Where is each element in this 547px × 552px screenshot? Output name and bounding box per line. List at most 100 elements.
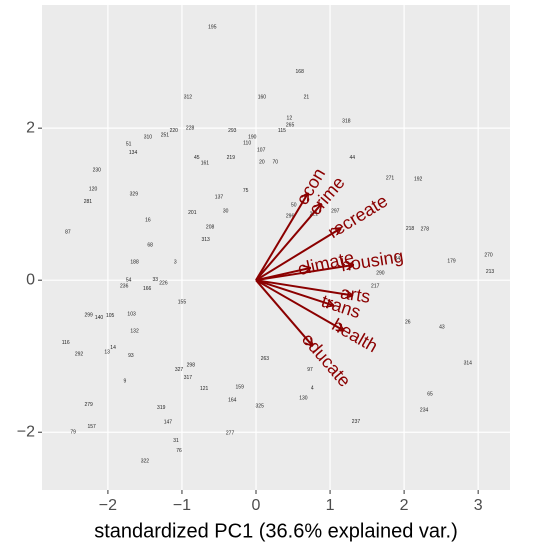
observation-label: 237 <box>352 419 361 425</box>
observation-label: 317 <box>184 375 193 381</box>
x-tick-label: 1 <box>326 497 335 514</box>
observation-label: 281 <box>84 199 93 205</box>
observation-label: 120 <box>89 186 98 192</box>
observation-label: 110 <box>243 141 251 147</box>
observation-label: 130 <box>299 395 308 401</box>
observation-label: 192 <box>414 176 423 182</box>
observation-label: 76 <box>176 448 182 454</box>
observation-label: 103 <box>127 312 136 318</box>
observation-label: 161 <box>201 160 210 166</box>
observation-label: 9 <box>124 379 127 385</box>
observation-label: 14 <box>110 345 116 351</box>
observation-label: 75 <box>243 188 249 194</box>
observation-label: 51 <box>126 141 132 147</box>
observation-label: 314 <box>464 360 473 366</box>
observation-label: 134 <box>129 150 138 156</box>
observation-label: 277 <box>226 430 235 436</box>
y-tick-label: −2 <box>17 423 35 440</box>
loading-arrow <box>255 228 340 282</box>
observation-label: 234 <box>420 408 429 414</box>
observation-label: 201 <box>188 210 197 216</box>
observation-label: 107 <box>257 148 266 154</box>
x-tick-label: −2 <box>99 497 117 514</box>
observation-label: 313 <box>201 237 210 243</box>
loading-arrow <box>255 194 308 281</box>
observation-label: 43 <box>439 325 445 331</box>
observation-label: 160 <box>258 94 267 100</box>
observation-label: 310 <box>144 135 153 141</box>
observation-label: 155 <box>178 300 187 306</box>
observation-label: 65 <box>427 392 433 398</box>
x-axis-title: standardized PC1 (36.6% explained var.) <box>94 520 458 542</box>
observation-label: 140 <box>95 315 104 321</box>
observation-label: 296 <box>286 214 295 220</box>
loading-arrow <box>255 204 321 281</box>
y-tick-label: 2 <box>26 119 35 136</box>
observation-label: 297 <box>331 208 340 214</box>
y-tick-label: 0 <box>26 271 35 288</box>
x-tick-label: 0 <box>252 497 261 514</box>
observation-label: 26 <box>405 319 411 325</box>
observation-label: 54 <box>126 278 132 284</box>
observation-label: 50 <box>291 202 297 208</box>
observation-label: 228 <box>186 125 195 131</box>
observation-label: 329 <box>130 192 139 198</box>
observation-label: 290 <box>376 271 385 277</box>
loading-arrow <box>255 279 312 345</box>
observation-label: 45 <box>194 155 200 161</box>
observation-label: 271 <box>386 176 395 182</box>
observation-label: 116 <box>62 340 70 346</box>
observation-label: 4 <box>311 385 314 391</box>
observation-label: 179 <box>447 259 456 265</box>
observation-label: 218 <box>406 226 415 232</box>
observation-label: 327 <box>175 367 184 373</box>
observation-label: 132 <box>130 328 139 334</box>
observation-label: 70 <box>272 160 278 166</box>
observation-label: 251 <box>161 132 170 138</box>
observation-label: 44 <box>349 155 355 161</box>
observation-label: 220 <box>170 128 179 134</box>
loading-arrow <box>255 279 343 330</box>
observation-label: 87 <box>65 230 71 236</box>
observation-label: 12 <box>287 116 293 122</box>
observation-label: 278 <box>421 227 430 233</box>
observation-label: 68 <box>147 243 153 249</box>
observation-label: 226 <box>159 281 168 287</box>
observation-label: 115 <box>278 128 286 134</box>
observation-label: 298 <box>187 363 196 369</box>
observation-label: 236 <box>120 284 129 290</box>
observation-label: 97 <box>307 367 313 373</box>
observation-label: 208 <box>206 224 215 230</box>
observation-label: 137 <box>215 195 224 201</box>
observation-label: 147 <box>164 420 173 426</box>
observation-label: 270 <box>484 252 493 258</box>
observation-label: 30 <box>223 208 229 214</box>
observation-label: 279 <box>84 402 93 408</box>
x-tick-label: −1 <box>173 497 191 514</box>
observation-label: 121 <box>200 386 209 392</box>
observation-label: 293 <box>228 128 237 134</box>
observation-label: 319 <box>157 405 166 411</box>
observation-label: 312 <box>184 94 193 100</box>
observation-label: 31 <box>173 438 179 444</box>
observation-label: 93 <box>128 353 134 359</box>
observation-label: 195 <box>208 24 217 30</box>
loading-arrow <box>255 279 333 305</box>
observation-label: 105 <box>106 313 115 319</box>
observation-label: 164 <box>228 398 237 404</box>
observation-label: 166 <box>143 286 152 292</box>
observation-label: 84 <box>395 256 401 262</box>
observation-label: 217 <box>371 284 380 290</box>
loading-arrow <box>255 265 353 282</box>
observation-label: 265 <box>286 122 295 128</box>
observation-label: 21 <box>304 94 310 100</box>
observation-label: 3 <box>174 259 177 265</box>
observation-label: 190 <box>248 135 257 141</box>
observation-label: 13 <box>104 350 110 356</box>
loading-arrow <box>255 279 352 295</box>
observation-label: 325 <box>256 404 265 410</box>
observation-label: 79 <box>70 430 76 436</box>
observation-label: 221 <box>310 211 319 217</box>
observation-label: 157 <box>87 424 96 430</box>
x-tick-label: 2 <box>400 497 409 514</box>
